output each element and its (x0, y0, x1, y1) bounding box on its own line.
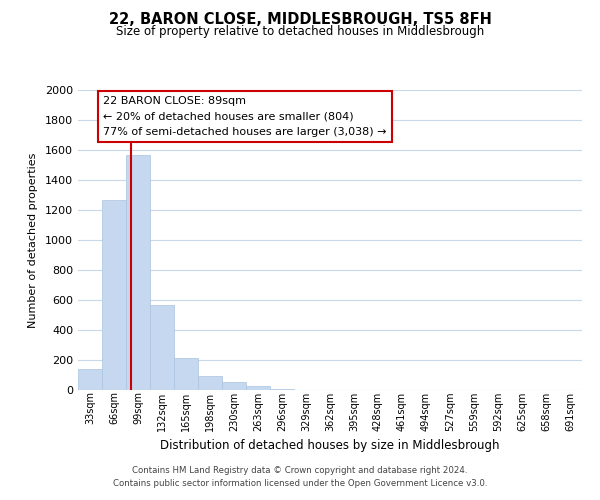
Bar (78, 369, 102, 390)
X-axis label: Distribution of detached houses by size in Middlesbrough: Distribution of detached houses by size … (160, 439, 500, 452)
Bar (126, 154, 150, 390)
Text: 22 BARON CLOSE: 89sqm
← 20% of detached houses are smaller (804)
77% of semi-det: 22 BARON CLOSE: 89sqm ← 20% of detached … (103, 96, 387, 137)
Bar (270, 389, 294, 390)
Text: Size of property relative to detached houses in Middlesbrough: Size of property relative to detached ho… (116, 25, 484, 38)
Bar (150, 304, 174, 390)
Bar (222, 382, 246, 390)
Text: 22, BARON CLOSE, MIDDLESBROUGH, TS5 8FH: 22, BARON CLOSE, MIDDLESBROUGH, TS5 8FH (109, 12, 491, 28)
Bar (174, 358, 198, 390)
Bar (102, 200, 126, 390)
Y-axis label: Number of detached properties: Number of detached properties (28, 152, 38, 328)
Bar (246, 386, 270, 390)
Text: Contains HM Land Registry data © Crown copyright and database right 2024.
Contai: Contains HM Land Registry data © Crown c… (113, 466, 487, 487)
Bar (198, 376, 222, 390)
